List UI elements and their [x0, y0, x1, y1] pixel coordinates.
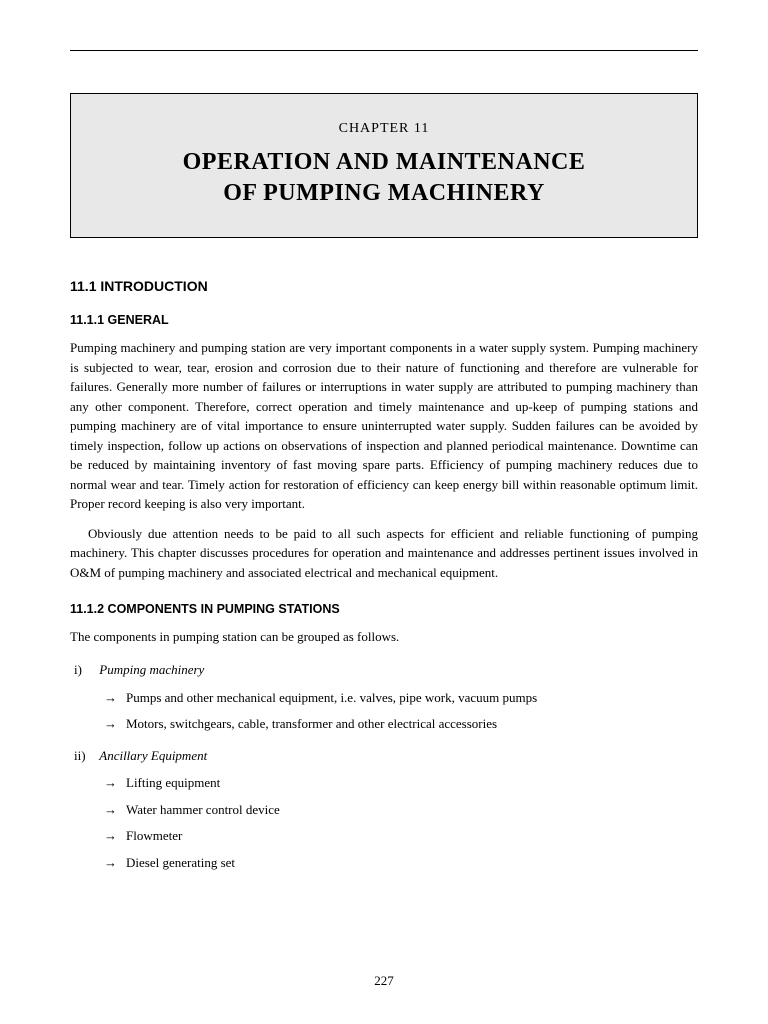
arrow-item: Water hammer control device	[126, 800, 698, 820]
heading-11-1: 11.1 INTRODUCTION	[70, 276, 698, 297]
chapter-title-line1: OPERATION AND MAINTENANCE	[183, 149, 586, 175]
chapter-title-line2: OF PUMPING MACHINERY	[223, 180, 545, 206]
roman-numeral: i)	[74, 660, 96, 680]
list-item: i) Pumping machinery Pumps and other mec…	[96, 660, 698, 734]
arrow-list: Pumps and other mechanical equipment, i.…	[96, 688, 698, 734]
intro-11-1-2: The components in pumping station can be…	[70, 627, 698, 647]
heading-11-1-2: 11.1.2 COMPONENTS IN PUMPING STATIONS	[70, 600, 698, 619]
group-title: Ancillary Equipment	[99, 748, 207, 763]
chapter-title: OPERATION AND MAINTENANCE OF PUMPING MAC…	[91, 147, 677, 209]
list-item: ii) Ancillary Equipment Lifting equipmen…	[96, 746, 698, 873]
arrow-item: Flowmeter	[126, 826, 698, 846]
arrow-item: Diesel generating set	[126, 853, 698, 873]
section-11-1-2: 11.1.2 COMPONENTS IN PUMPING STATIONS Th…	[70, 600, 698, 872]
para-11-1-1-b: Obviously due attention needs to be paid…	[70, 524, 698, 583]
top-horizontal-rule	[70, 50, 698, 51]
roman-numeral: ii)	[74, 746, 96, 766]
section-11-1: 11.1 INTRODUCTION 11.1.1 GENERAL Pumping…	[70, 276, 698, 582]
chapter-label: CHAPTER 11	[91, 118, 677, 139]
heading-11-1-1: 11.1.1 GENERAL	[70, 311, 698, 330]
arrow-item: Lifting equipment	[126, 773, 698, 793]
chapter-title-box: CHAPTER 11 OPERATION AND MAINTENANCE OF …	[70, 93, 698, 238]
page-number: 227	[0, 971, 768, 991]
arrow-item: Pumps and other mechanical equipment, i.…	[126, 688, 698, 708]
arrow-list: Lifting equipment Water hammer control d…	[96, 773, 698, 872]
component-groups-list: i) Pumping machinery Pumps and other mec…	[70, 660, 698, 872]
arrow-item: Motors, switchgears, cable, transformer …	[126, 714, 698, 734]
group-title: Pumping machinery	[99, 662, 204, 677]
para-11-1-1-a: Pumping machinery and pumping station ar…	[70, 338, 698, 514]
